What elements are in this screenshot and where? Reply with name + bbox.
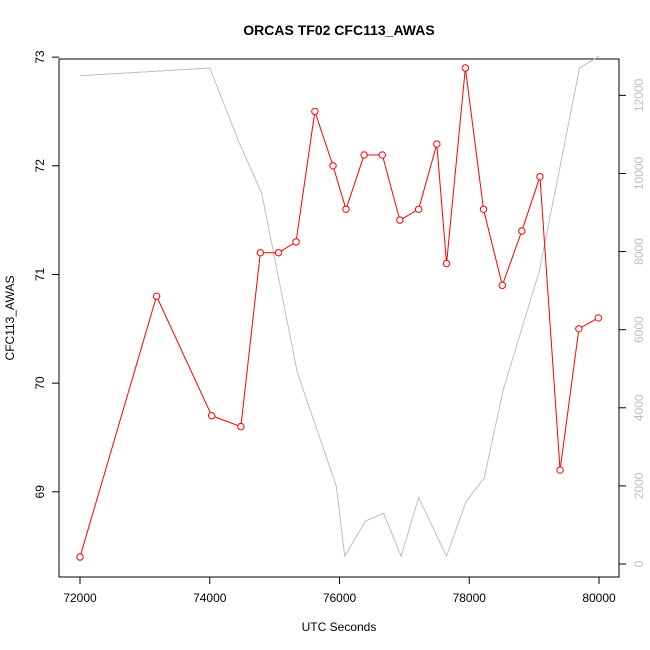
x-axis-label: UTC Seconds	[302, 620, 377, 634]
series-line-segment	[539, 179, 561, 467]
data-point	[329, 162, 337, 170]
chart-title: ORCAS TF02 CFC113_AWAS	[243, 22, 434, 38]
y-tick-label: 71	[33, 267, 47, 281]
data-point	[311, 107, 319, 116]
data-point	[498, 281, 507, 290]
y2-tick-label: 10000	[632, 156, 646, 190]
series-line-segment	[240, 255, 261, 424]
series-line-segment	[465, 71, 484, 207]
series-line-segment	[214, 416, 239, 426]
x-tick-label: 74000	[193, 591, 227, 605]
data-point	[207, 412, 216, 420]
data-point	[256, 249, 265, 257]
y-axis-right: 0 2000 4000 6000 8000 10000 12000	[619, 78, 646, 567]
series-line-segment	[402, 210, 417, 219]
plot-frame	[58, 58, 620, 578]
y2-tick-label: 0	[632, 560, 646, 567]
series-line-segment	[295, 114, 315, 239]
y-axis-left: 69 70 71 72 73	[33, 50, 59, 498]
series-line-segment	[80, 299, 157, 555]
series-line-segment	[157, 298, 211, 414]
y2-tick-label: 12000	[632, 78, 646, 112]
series-line-segment	[502, 233, 522, 283]
data-point	[414, 205, 423, 213]
data-point	[479, 205, 488, 213]
series-line-segment	[333, 168, 346, 207]
y-tick-label: 72	[33, 159, 47, 173]
series-line-segment	[446, 71, 466, 261]
data-point	[152, 292, 161, 300]
data-point	[556, 466, 564, 474]
series-layer	[76, 55, 603, 561]
y2-tick-label: 6000	[632, 316, 646, 343]
y2-tick-label: 2000	[632, 472, 646, 499]
series-line-segment	[436, 147, 447, 261]
data-point	[461, 64, 470, 72]
data-point	[292, 238, 300, 246]
x-tick-label: 72000	[63, 591, 97, 605]
data-point	[594, 314, 603, 322]
series-line-segment	[522, 179, 540, 229]
y-axis-label: CFC113_AWAS	[3, 276, 17, 361]
data-point	[575, 325, 583, 333]
data-point	[237, 422, 245, 431]
series-line-segment	[560, 331, 579, 467]
series-line-segment	[382, 157, 400, 218]
series-line-segment	[483, 212, 503, 283]
x-tick-label: 80000	[582, 591, 616, 605]
y2-tick-label: 4000	[632, 394, 646, 421]
series-line-segment	[280, 243, 294, 252]
data-point	[274, 249, 283, 257]
series-line-segment	[346, 157, 364, 207]
data-point	[342, 205, 350, 213]
series-line-segment	[315, 114, 333, 163]
data-point	[536, 172, 544, 181]
data-point	[518, 227, 526, 235]
data-point	[378, 151, 387, 159]
series-line-segment	[581, 319, 596, 328]
data-point	[396, 216, 404, 224]
x-tick-label: 78000	[453, 591, 487, 605]
series-line-right	[79, 55, 600, 558]
y-tick-label: 73	[33, 50, 47, 64]
data-point	[360, 151, 368, 159]
y-tick-label: 69	[33, 485, 47, 499]
x-axis: 72000 74000 76000 78000 80000	[63, 577, 616, 605]
series-line-segment	[419, 147, 437, 207]
y-tick-label: 70	[33, 376, 47, 390]
x-tick-label: 76000	[323, 591, 357, 605]
data-point	[76, 553, 84, 561]
data-point	[442, 259, 451, 268]
y2-tick-label: 8000	[632, 238, 646, 265]
data-point	[433, 140, 441, 148]
